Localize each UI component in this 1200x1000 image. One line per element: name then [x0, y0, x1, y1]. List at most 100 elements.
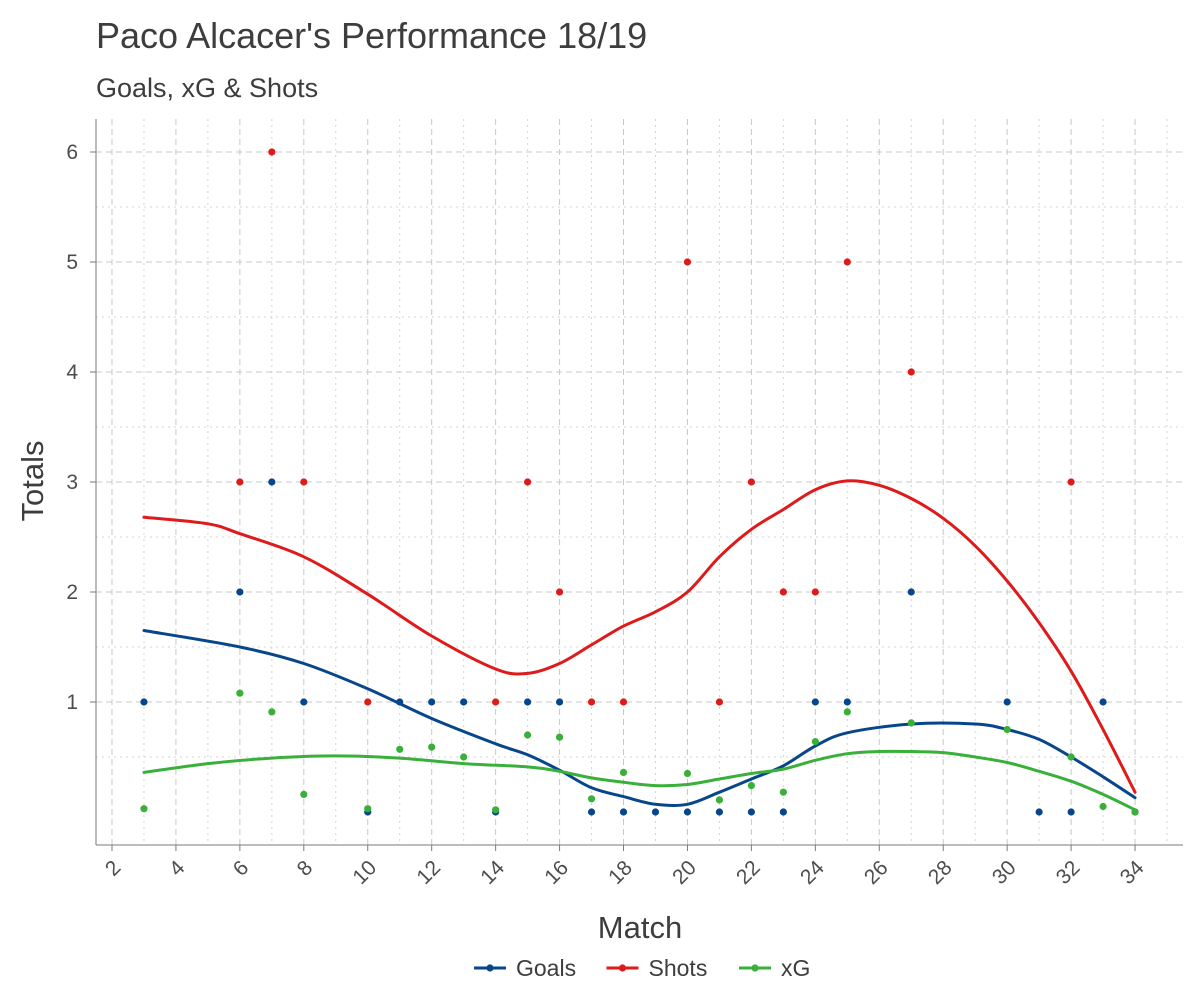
- xg-point: [683, 769, 692, 778]
- goals-point: [651, 808, 660, 816]
- chart-subtitle: Goals, xG & Shots: [96, 73, 318, 103]
- x-tick-label: 14: [476, 856, 509, 889]
- xg-point: [1099, 802, 1107, 811]
- xg-point: [396, 745, 404, 753]
- shots-point: [555, 588, 564, 596]
- goals-trend-line: [142, 629, 1137, 808]
- goals-point: [619, 808, 628, 816]
- goals-point: [300, 698, 308, 706]
- data-points: [140, 148, 1139, 816]
- shots-point: [907, 368, 915, 376]
- chart-title: Paco Alcacer's Performance 18/19: [96, 15, 647, 56]
- goals-point: [524, 698, 532, 706]
- xg-point: [715, 796, 724, 804]
- grid: [96, 119, 1183, 845]
- xg-point: [460, 753, 468, 761]
- shots-point: [236, 478, 244, 486]
- goals-point: [587, 808, 596, 816]
- xg-point: [1131, 808, 1139, 816]
- xg-point: [907, 719, 915, 727]
- legend-label-shots: Shots: [649, 955, 708, 981]
- shots-point: [492, 698, 500, 706]
- x-tick-label: 24: [796, 856, 829, 889]
- x-tick-label: 20: [668, 856, 701, 889]
- xg-point: [140, 805, 148, 813]
- xg-trend-line: [142, 749, 1137, 812]
- xg-point: [300, 790, 308, 799]
- xg-point: [428, 743, 436, 751]
- goals-point: [747, 808, 755, 816]
- shots-point: [619, 698, 628, 706]
- xg-point: [811, 738, 819, 746]
- x-tick-label: 28: [924, 856, 957, 889]
- smooth-lines: [142, 479, 1137, 812]
- shots-point: [268, 148, 276, 156]
- goals-point: [779, 808, 787, 816]
- shots-point: [811, 588, 819, 596]
- goals-point: [683, 808, 692, 816]
- goals-point: [715, 808, 724, 816]
- goals-point: [1067, 808, 1075, 816]
- goals-point: [268, 478, 276, 486]
- xg-point: [364, 805, 372, 813]
- xg-point: [555, 733, 564, 741]
- goals-point: [1035, 808, 1043, 816]
- shots-point: [524, 478, 532, 486]
- xg-point: [587, 795, 596, 803]
- goals-point: [236, 588, 244, 596]
- legend-marker-xg: [751, 964, 759, 972]
- xg-point: [1003, 725, 1011, 734]
- goals-point: [1003, 698, 1011, 706]
- xg-point: [236, 689, 244, 697]
- xg-point: [1067, 753, 1075, 761]
- y-tick-label: 2: [66, 581, 78, 604]
- shots-point: [779, 588, 787, 596]
- legend-label-xg: xG: [781, 955, 810, 981]
- x-tick-label: 2: [101, 856, 126, 881]
- xg-point: [779, 788, 787, 796]
- x-tick-label: 30: [988, 856, 1021, 889]
- x-tick-label: 6: [229, 856, 254, 881]
- y-tick-label: 3: [66, 471, 78, 494]
- x-tick-label: 4: [165, 856, 190, 881]
- shots-point: [715, 698, 724, 706]
- shots-point: [300, 478, 308, 486]
- goals-point: [555, 698, 564, 706]
- goals-point: [907, 588, 915, 596]
- goals-point: [811, 698, 819, 706]
- goals-point: [396, 698, 404, 706]
- legend: Goals Shots xG: [474, 955, 810, 981]
- shots-point: [587, 698, 596, 706]
- shots-point: [683, 258, 692, 266]
- x-tick-label: 8: [293, 856, 318, 881]
- y-tick-label: 4: [66, 361, 78, 384]
- shots-point: [843, 258, 851, 266]
- xg-point: [747, 782, 755, 790]
- x-tick-label: 16: [540, 856, 573, 889]
- x-tick-label: 12: [412, 856, 445, 889]
- xg-point: [619, 768, 628, 777]
- legend-marker-goals: [486, 964, 494, 972]
- xg-point: [268, 708, 276, 716]
- x-tick-label: 34: [1116, 856, 1149, 889]
- shots-point: [1067, 478, 1075, 486]
- xg-point: [524, 731, 532, 739]
- y-tick-label: 6: [66, 141, 78, 164]
- shots-point: [364, 698, 372, 706]
- x-tick-label: 10: [348, 856, 381, 889]
- y-axis-title: Totals: [15, 441, 50, 522]
- x-tick-label: 32: [1052, 856, 1085, 889]
- xg-point: [843, 708, 851, 716]
- shots-trend-line: [142, 479, 1137, 794]
- y-tick-label: 1: [66, 691, 78, 714]
- x-tick-label: 22: [732, 856, 765, 889]
- y-tick-label: 5: [66, 251, 78, 274]
- legend-label-goals: Goals: [516, 955, 576, 981]
- xg-point: [492, 806, 500, 814]
- goals-point: [1099, 698, 1107, 706]
- shots-point: [747, 478, 755, 486]
- goals-point: [843, 698, 851, 706]
- legend-marker-shots: [618, 964, 627, 972]
